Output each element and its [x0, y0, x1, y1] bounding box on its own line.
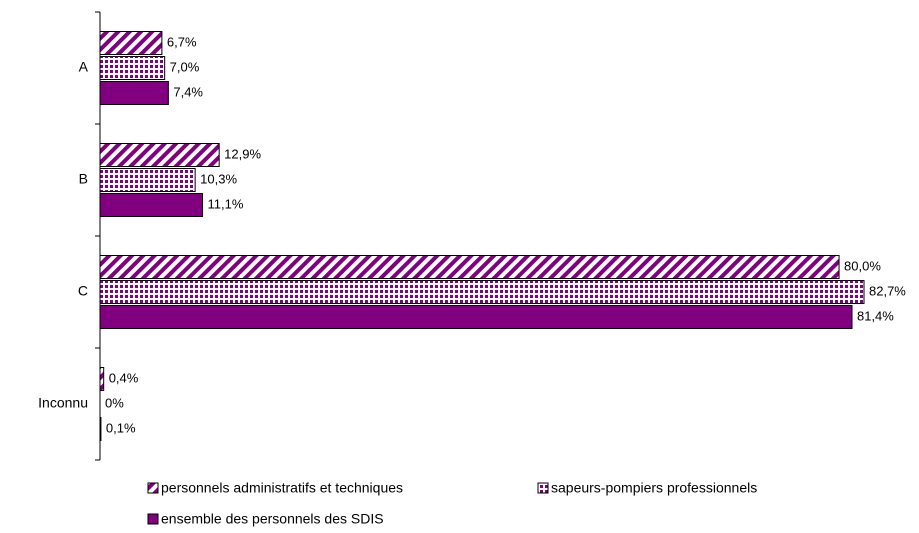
bar	[99, 255, 840, 279]
legend-swatch	[147, 513, 159, 525]
data-label: 0%	[105, 395, 124, 410]
bar	[99, 56, 166, 80]
bar	[99, 280, 865, 304]
bar	[99, 31, 163, 55]
bar	[99, 193, 204, 217]
legend-label: ensemble des personnels des SDIS	[161, 511, 384, 527]
category-label: A	[79, 59, 89, 75]
legend-label: sapeurs-pompiers professionnels	[551, 480, 757, 496]
bar	[99, 168, 196, 192]
category-label: C	[78, 283, 88, 299]
data-label: 7,4%	[173, 84, 203, 99]
legend-swatch	[537, 482, 549, 494]
data-label: 81,4%	[857, 308, 894, 323]
category-label: B	[79, 171, 88, 187]
legend-label: personnels administratifs et techniques	[161, 480, 403, 496]
data-label: 10,3%	[200, 171, 237, 186]
bar	[99, 417, 102, 441]
data-label: 82,7%	[869, 283, 906, 298]
data-label: 0,1%	[106, 420, 136, 435]
category-label: Inconnu	[38, 395, 88, 411]
data-label: 11,1%	[208, 196, 244, 211]
bar	[99, 305, 853, 329]
data-label: 80,0%	[844, 258, 881, 273]
data-label: 12,9%	[224, 146, 261, 161]
legend-swatch	[147, 482, 159, 494]
bar	[99, 81, 169, 105]
data-label: 0,4%	[109, 370, 139, 385]
bar	[99, 143, 220, 167]
data-label: 6,7%	[167, 34, 197, 49]
data-label: 7,0%	[170, 59, 200, 74]
bar	[99, 367, 105, 391]
